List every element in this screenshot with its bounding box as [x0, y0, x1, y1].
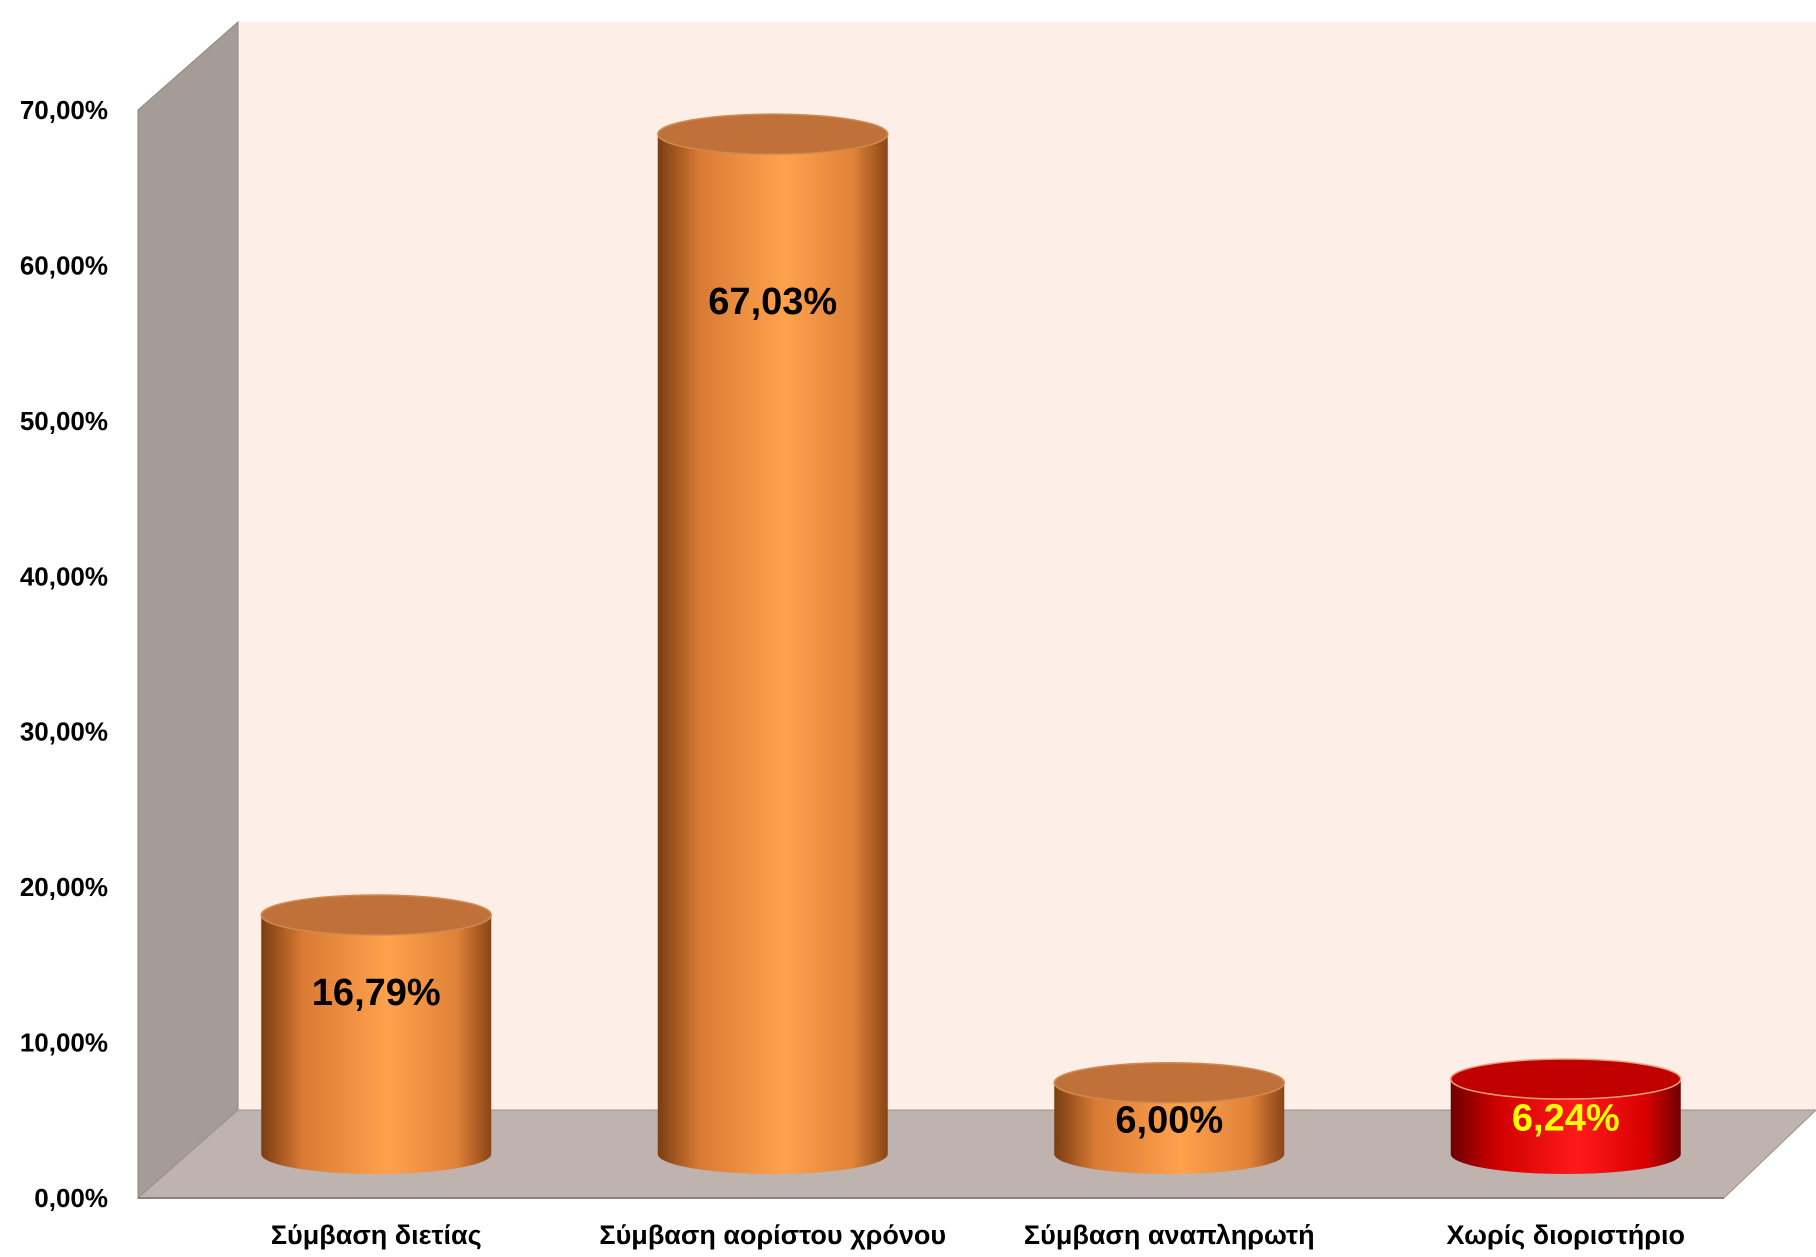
bar: 67,03%	[657, 113, 889, 1174]
y-tick-label: 0,00%	[34, 1183, 108, 1213]
bar-top	[657, 113, 889, 155]
x-category-label: Σύμβαση διετίας	[271, 1220, 482, 1250]
x-category-label: Σύμβαση αναπληρωτή	[1024, 1220, 1315, 1250]
bar-top	[260, 894, 492, 936]
y-axis: 0,00% 10,00% 20,00% 30,00% 40,00% 50,00% 60,00…	[20, 95, 108, 1213]
bar-top	[1450, 1058, 1682, 1100]
bar-top	[1053, 1061, 1285, 1104]
plot-walls	[136, 20, 1816, 1200]
y-tick-label: 20,00%	[20, 872, 108, 902]
y-tick-label: 10,00%	[20, 1028, 108, 1058]
y-tick-label: 30,00%	[20, 717, 108, 747]
y-tick-label: 60,00%	[20, 250, 108, 280]
data-label: 16,79%	[312, 972, 441, 1014]
y-tick-label: 50,00%	[20, 406, 108, 436]
y-tick-label: 70,00%	[20, 95, 108, 125]
bars: 16,79% 67,03% 6,00% 6,24%	[260, 113, 1682, 1174]
side-wall	[137, 20, 239, 1200]
data-label: 67,03%	[708, 281, 837, 323]
bar-body	[657, 134, 888, 1174]
x-category-label: Χωρίς διοριστήριο	[1447, 1220, 1686, 1250]
bar: 6,24%	[1450, 1058, 1682, 1174]
bar: 16,79%	[260, 894, 492, 1174]
data-label: 6,00%	[1115, 1099, 1223, 1141]
bar-body	[261, 915, 492, 1174]
y-tick-label: 40,00%	[20, 561, 108, 591]
bar-body	[1054, 1082, 1285, 1174]
bar: 6,00%	[1053, 1061, 1285, 1174]
x-category-label: Σύμβαση αορίστου χρόνου	[599, 1220, 946, 1250]
x-axis: Σύμβαση διετίας Σύμβαση αορίστου χρόνου Σύ…	[271, 1220, 1685, 1250]
data-label: 6,24%	[1512, 1098, 1620, 1140]
bar-body	[1450, 1079, 1681, 1174]
back-wall	[238, 22, 1816, 1110]
